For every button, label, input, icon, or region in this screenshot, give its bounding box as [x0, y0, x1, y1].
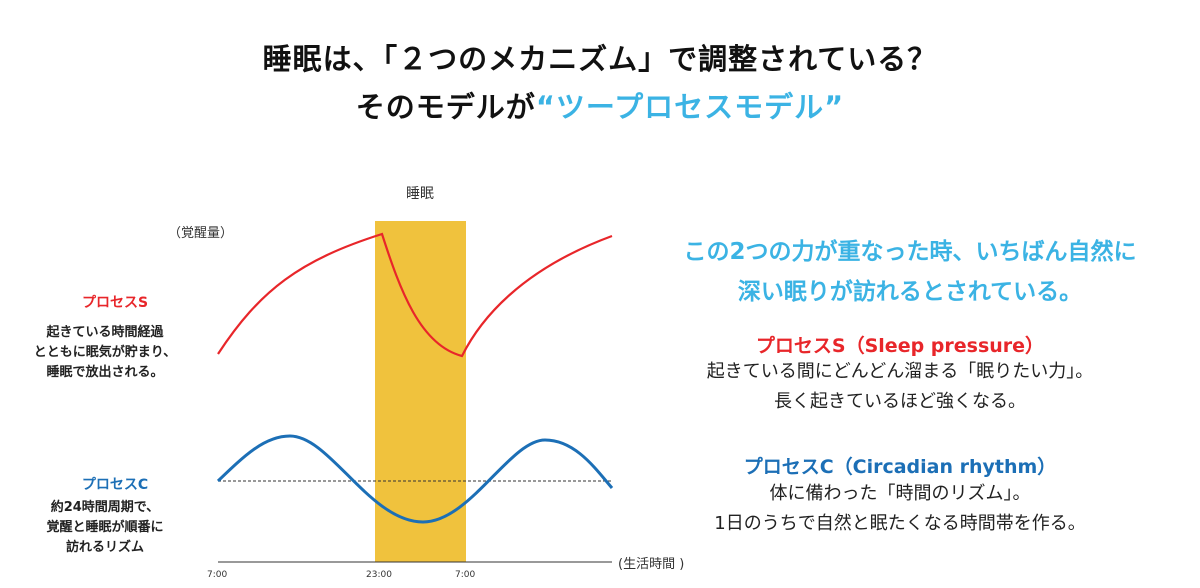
title-prefix: そのモデルが — [355, 90, 536, 124]
process-s-description: 起きている時間経過 とともに眠気が貯まり、 睡眠で放出される。 — [0, 323, 210, 383]
desc-line: 睡眠で放出される。 — [46, 365, 164, 380]
body-line: 起きている間にどんどん溜まる「眠りたい力」。 — [706, 361, 1094, 382]
process-c-description: 約24時間周期で、 覚醒と睡眠が順番に 訪れるリズム — [0, 498, 210, 558]
process-s-curve — [217, 232, 613, 358]
tick-label: 7:00 — [207, 570, 228, 580]
page-title-line1: 睡眠は、「２つのメカニズム」で調整されている？ — [262, 42, 938, 76]
process-s-label: プロセスS — [81, 295, 149, 311]
process-c-curve — [216, 434, 614, 524]
process-s-heading: プロセスS（Sleep pressure） — [755, 335, 1045, 357]
desc-line: 起きている時間経過 — [46, 325, 164, 340]
body-line: 体に備わった「時間のリズム」。 — [769, 483, 1031, 504]
process-s-body: 起きている間にどんどん溜まる「眠りたい力」。 長く起きているほど強くなる。 — [620, 357, 1180, 417]
process-c-label: プロセスC — [81, 477, 149, 493]
x-axis-unit: (生活時間 ) — [618, 557, 685, 572]
highlight-line: 深い眠りが訪れるとされている。 — [737, 279, 1083, 305]
desc-line: 覚醒と睡眠が順番に — [46, 520, 164, 535]
sleep-period-band — [375, 221, 466, 562]
y-axis-unit: （覚醒量） — [168, 226, 234, 241]
desc-line: 訪れるリズム — [65, 540, 144, 555]
page-title-line2: そのモデルが“ツープロセスモデル” — [0, 84, 1200, 126]
sleep-label: 睡眠 — [406, 186, 434, 202]
process-c-heading: プロセスC（Circadian rhythm） — [743, 456, 1057, 478]
tick-label: 23:00 — [366, 570, 392, 580]
desc-line: 約24時間周期で、 — [50, 500, 160, 515]
title-highlight: “ツープロセスモデル” — [535, 90, 845, 124]
highlight-line: この2つの力が重なった時、いちばん自然に — [683, 239, 1137, 265]
process-c-body: 体に備わった「時間のリズム」。 1日のうちで自然と眠たくなる時間帯を作る。 — [620, 479, 1180, 539]
tick-label: 7:00 — [455, 570, 476, 580]
body-line: 1日のうちで自然と眠たくなる時間帯を作る。 — [714, 513, 1086, 534]
highlight-statement: この2つの力が重なった時、いちばん自然に 深い眠りが訪れるとされている。 — [620, 232, 1200, 312]
body-line: 長く起きているほど強くなる。 — [774, 391, 1026, 412]
desc-line: とともに眠気が貯まり、 — [33, 345, 177, 360]
